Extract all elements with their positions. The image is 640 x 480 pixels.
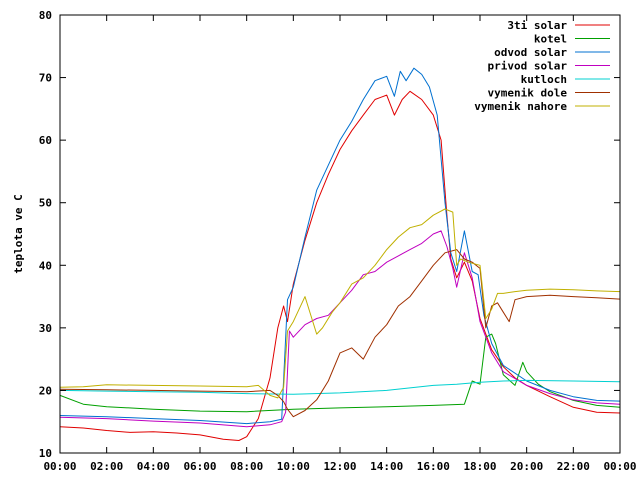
x-tick-label: 22:00 bbox=[557, 460, 590, 473]
series-line-privod-solar bbox=[59, 230, 621, 428]
x-tick-label: 04:00 bbox=[137, 460, 170, 473]
x-tick-label: 18:00 bbox=[463, 460, 496, 473]
y-tick-label: 20 bbox=[39, 384, 52, 397]
x-tick-label: 10:00 bbox=[277, 460, 310, 473]
x-tick-label: 20:00 bbox=[510, 460, 543, 473]
x-tick-label: 06:00 bbox=[183, 460, 216, 473]
y-axis: 10 20 30 40 50 60 70 80 bbox=[39, 9, 620, 460]
x-tick-label: 00:00 bbox=[603, 460, 636, 473]
legend-label: odvod solar bbox=[494, 46, 567, 59]
x-tick-label: 08:00 bbox=[230, 460, 263, 473]
series-line-kutloch bbox=[59, 379, 621, 395]
y-tick-label: 10 bbox=[39, 447, 52, 460]
series-line-3ti-solar bbox=[59, 90, 621, 441]
x-tick-label: 02:00 bbox=[90, 460, 123, 473]
series-line-odvod-solar bbox=[59, 67, 621, 425]
x-tick-label: 12:00 bbox=[323, 460, 356, 473]
legend-label: privod solar bbox=[488, 60, 568, 73]
series-line-vymenik-nahore bbox=[59, 208, 621, 399]
y-tick-label: 60 bbox=[39, 134, 52, 147]
legend-label: kutloch bbox=[521, 73, 567, 86]
y-tick-label: 50 bbox=[39, 197, 52, 210]
x-tick-label: 16:00 bbox=[417, 460, 450, 473]
legend-label: kotel bbox=[534, 33, 567, 46]
y-tick-label: 40 bbox=[39, 259, 52, 272]
legend-label: vymenik dole bbox=[488, 87, 568, 100]
x-tick-label: 14:00 bbox=[370, 460, 403, 473]
x-axis: 00:00 02:00 04:00 06:00 08:00 10:00 12:00 14:00… bbox=[43, 15, 637, 473]
legend-label: 3ti solar bbox=[507, 19, 567, 32]
y-axis-label: teplota ve C bbox=[12, 194, 25, 273]
series-line-kotel bbox=[59, 333, 621, 413]
y-tick-label: 30 bbox=[39, 322, 52, 335]
y-tick-label: 70 bbox=[39, 72, 52, 85]
legend-label: vymenik nahore bbox=[474, 100, 567, 113]
x-tick-label: 00:00 bbox=[43, 460, 76, 473]
plot-lines bbox=[59, 67, 621, 441]
y-tick-label: 80 bbox=[39, 9, 52, 22]
